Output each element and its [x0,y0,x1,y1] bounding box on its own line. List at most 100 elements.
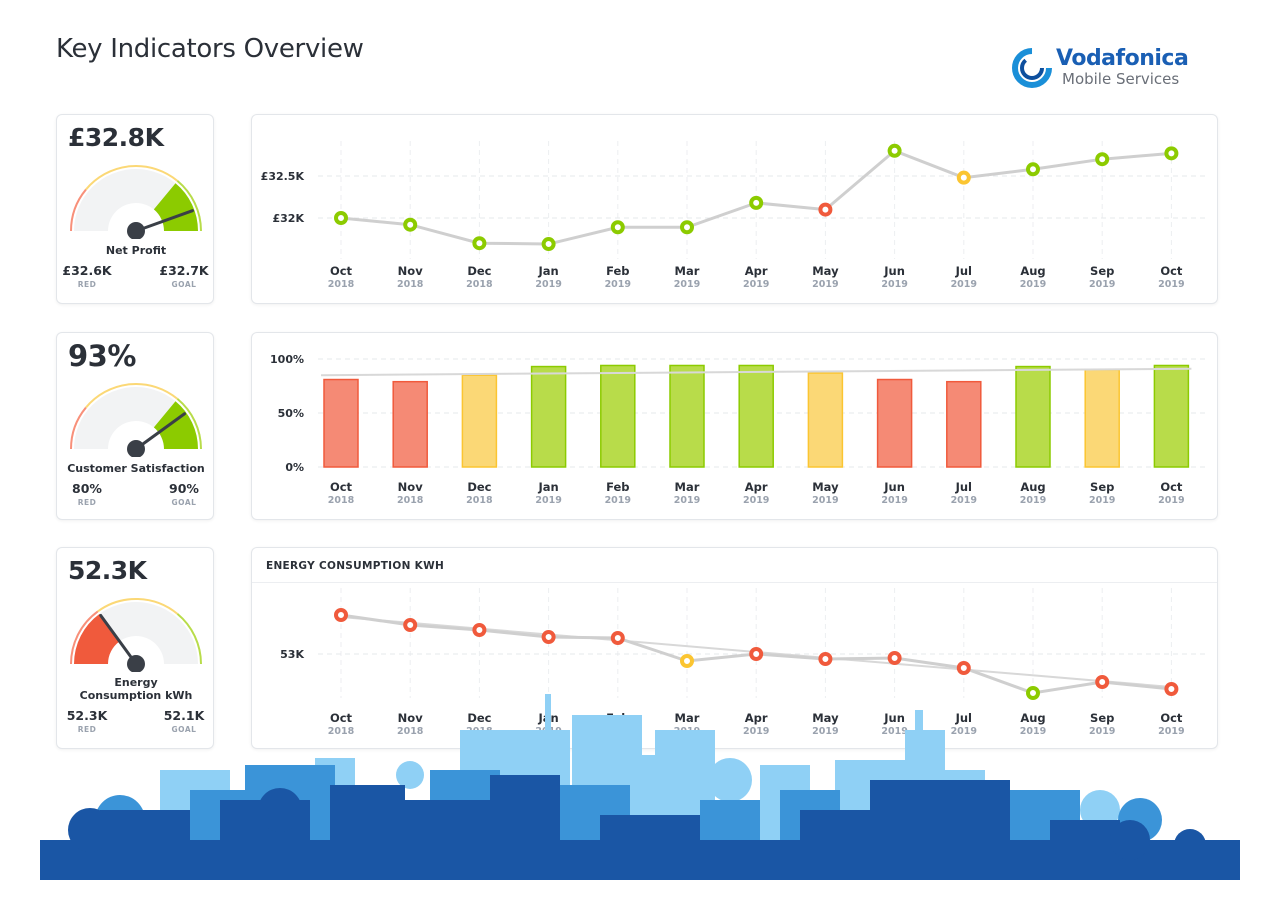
data-point [403,618,418,632]
x-tick-year: 2019 [1089,279,1115,290]
x-tick-year: 2019 [951,726,977,737]
bar [530,365,567,468]
data-point [749,195,764,210]
y-tick-label: 50% [278,407,304,420]
gauge-needle-hub [127,440,145,457]
gauge-goal-fill [153,401,198,449]
x-tick-month: Oct [330,264,353,278]
x-tick-month: Jan [537,264,558,278]
logo-subtitle: Mobile Services [1062,70,1180,88]
data-point [610,631,625,645]
bar [946,380,982,468]
x-tick-month: Nov [398,480,424,494]
x-tick-month: Dec [467,480,491,494]
bar [461,374,498,468]
gauge-red-value: 52.3K [66,708,108,723]
bar [1015,365,1051,468]
logo-brand: Vodafonica [1056,46,1189,71]
gauge-value: 93% [68,339,136,373]
data-point [472,236,487,251]
x-tick-year: 2019 [1020,495,1046,506]
gauge-red-label: RED [77,498,97,507]
gauge-yellow-zone [85,165,179,191]
gauge-label: Customer Satisfaction [67,462,205,475]
energy-chart-card: ENERGY CONSUMPTION KWH 53K Oct 2018 Nov 2018… [251,547,1218,749]
bar [1084,369,1120,468]
x-tick-month: Sep [1090,480,1114,494]
gauge-dial [70,165,202,239]
data-point [680,654,694,668]
x-tick-year: 2018 [466,279,493,290]
x-tick-year: 2019 [743,279,769,290]
x-tick-year: 2019 [881,495,907,506]
gauge-goal-label: GOAL [171,498,197,507]
x-tick-year: 2019 [535,279,561,290]
city-skyline-illustration [40,694,1240,880]
gauge-red-zone [70,610,99,665]
gauge-goal-label: GOAL [171,280,197,289]
x-tick-year: 2019 [812,726,838,737]
data-point [956,170,971,185]
x-tick-year: 2018 [397,726,424,737]
gauge-red-zone [70,188,87,232]
y-tick-label: £32K [273,212,305,225]
gauge-needle [99,613,138,666]
data-point [334,211,348,225]
x-tick-month: Aug [1020,264,1045,278]
x-tick-month: Oct [1160,480,1183,494]
gauge-card-customer-satisfaction[interactable]: 93% Customer Satisfaction 80% RED 90% GO… [56,332,214,520]
x-tick-year: 2019 [1089,726,1115,737]
x-tick-year: 2019 [951,279,977,290]
y-tick-label: 53K [280,648,304,661]
x-tick-month: Dec [467,711,491,725]
x-tick-month: Mar [675,711,700,725]
x-tick-month: Jul [955,711,972,725]
gauge-yellow-zone [97,598,179,615]
x-tick-month: Nov [398,711,424,725]
x-tick-year: 2019 [881,726,907,737]
net-profit-chart-card: £32K £32.5K Oct 2018 Nov 2018 Dec 2018 Jan 2019 Fe… [251,114,1218,304]
satisfaction-bar-chart: 0%50%100%Oct2018Nov2018Dec2018Jan2019Feb… [270,353,1207,506]
chart-title: ENERGY CONSUMPTION KWH [266,560,445,572]
x-tick-month: Mar [675,264,700,278]
gauge-yellow-zone [85,383,179,409]
x-tick-year: 2019 [605,495,631,506]
x-tick-year: 2019 [535,495,561,506]
x-tick-month: May [812,711,839,725]
data-point [818,652,833,666]
x-tick-year: 2019 [1158,495,1184,506]
x-tick-month: Sep [1090,264,1114,278]
energy-line-chart: 53KOct2018Nov2018Dec2018Jan2019Feb2019Ma… [280,588,1207,737]
x-tick-year: 2019 [674,495,700,506]
y-tick-label: £32.5K [261,170,305,183]
x-tick-year: 2018 [397,495,424,506]
gauge-green-zone [176,613,202,665]
x-tick-year: 2019 [743,726,769,737]
bar [1153,364,1190,468]
gauge-card-net-profit[interactable]: £32.8K Net Profit £32.6K RED £32.7K GOAL [56,114,214,304]
gauge-needle [134,412,187,451]
x-tick-month: Jun [883,480,905,494]
x-tick-month: May [812,264,839,278]
bar [738,364,774,468]
x-tick-year: 2019 [812,495,838,506]
gauge-card-energy[interactable]: 52.3K Energy Consumption kWh 52.3K RED 5… [56,547,214,749]
x-tick-month: Aug [1020,711,1045,725]
page-title: Key Indicators Overview [56,34,364,64]
x-tick-month: Jun [883,264,905,278]
data-point [472,623,487,637]
gauge-dial [70,383,202,457]
x-tick-month: Oct [1160,711,1183,725]
net-profit-line-chart: £32K£32.5KOct2018Nov2018Dec2018Jan2019Fe… [261,141,1207,290]
data-point [1164,146,1179,161]
bar [600,364,636,468]
data-point [1026,686,1040,700]
x-tick-month: Mar [675,480,700,494]
gauge-needle-hub [127,655,145,672]
gauge-goal-label: GOAL [171,725,197,734]
x-tick-month: Jul [955,264,972,278]
gauge-dial [70,598,202,672]
data-point [403,217,418,232]
gauge-goal-value: 52.1K [163,708,205,723]
data-point [887,651,902,665]
